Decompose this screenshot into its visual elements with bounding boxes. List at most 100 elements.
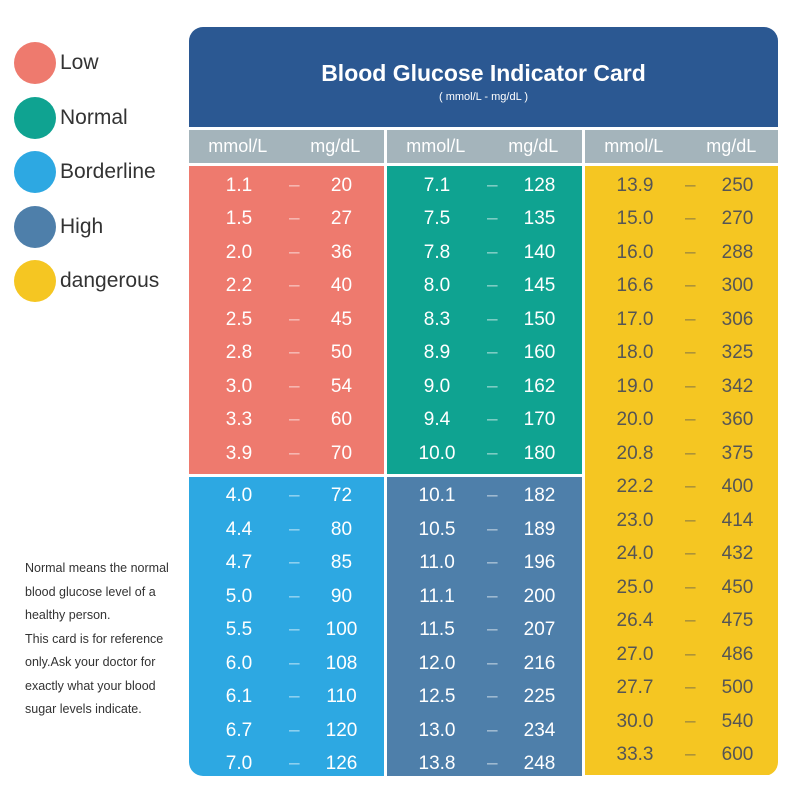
dash: – [685, 576, 696, 598]
legend: Low Normal Borderline High dangerous [14, 36, 159, 309]
mg-value: 182 [523, 485, 556, 507]
mmol-value: 9.4 [423, 409, 451, 431]
note-line: Normal means the normal blood glucose le… [25, 561, 169, 622]
dash: – [487, 342, 498, 364]
legend-item: High [14, 200, 159, 255]
table-row: 7.5 – 135 [387, 203, 582, 237]
dash: – [685, 308, 696, 330]
dash: – [487, 174, 498, 196]
dash: – [487, 552, 498, 574]
dash: – [487, 652, 498, 674]
mg-value: 135 [523, 208, 556, 230]
group-high: 10.1 – 182 10.5 – 189 11.0 – 196 11.1 – 200 11.5 – 207… [387, 476, 582, 776]
mg-value: 60 [330, 409, 353, 431]
note: Normal means the normal blood glucose le… [25, 557, 185, 722]
mmol-value: 5.5 [225, 619, 253, 641]
table-row: 8.3 – 150 [387, 303, 582, 337]
dash: – [487, 208, 498, 230]
table-row: 26.4 – 475 [585, 605, 778, 639]
table-row: 10.5 – 189 [387, 513, 582, 547]
mmol-value: 7.1 [423, 174, 451, 196]
group-normal: 7.1–128 7.5–135 7.8–140 8.0–145 8.3–150 8.9–1… [387, 166, 582, 474]
table-row: 17.0 – 306 [585, 303, 778, 337]
dash: – [289, 485, 300, 507]
mg-value: 50 [330, 342, 353, 364]
mg-value: 360 [721, 409, 754, 431]
table-row: 6.1 – 110 [189, 681, 384, 715]
legend-item: Low [14, 36, 159, 91]
table-row: 16.6 – 300 [585, 270, 778, 304]
mmol-value: 16.6 [616, 275, 654, 297]
mg-value: 150 [523, 308, 556, 330]
legend-item: Borderline [14, 145, 159, 200]
note-line: This card is for reference only.Ask your… [25, 631, 164, 717]
dash: – [289, 375, 300, 397]
dash: – [685, 342, 696, 364]
table-row: 5.0 – 90 [189, 580, 384, 614]
dash: – [685, 241, 696, 263]
mg-value: 432 [721, 543, 754, 565]
mg-value: 160 [523, 342, 556, 364]
table-row: 15.0 – 270 [585, 203, 778, 237]
mmol-value: 18.0 [616, 342, 654, 364]
mmol-value: 11.5 [419, 619, 455, 641]
legend-swatch [14, 260, 56, 303]
mg-value: 108 [325, 652, 358, 674]
table-column: mmol/L mg/dL 13.9 – 250 15.0 – 270 16.0 – 288 16.6 –… [585, 130, 778, 775]
table-row: 13.9 – 250 [585, 169, 778, 203]
mg-value: 500 [721, 677, 754, 699]
table-row: 23.0 – 414 [585, 504, 778, 538]
table-row: 2.0 – 36 [189, 236, 384, 270]
dash: – [289, 518, 300, 540]
dash: – [487, 585, 498, 607]
legend-label: Low [60, 51, 99, 75]
table-row: 30.0 – 540 [585, 705, 778, 739]
dash: – [487, 719, 498, 741]
mmol-value: 3.0 [225, 375, 253, 397]
group-dangerous: 13.9 – 250 15.0 – 270 16.0 – 288 16.6 – 300 17.0 – 306… [585, 166, 778, 775]
dash: – [685, 409, 696, 431]
legend-label: dangerous [60, 269, 160, 293]
dash: – [289, 308, 300, 330]
mg-value: 375 [721, 442, 754, 464]
dash: – [289, 409, 300, 431]
dash: – [487, 275, 498, 297]
mg-value: 414 [721, 509, 754, 531]
table-row: 7.0 – 126 [189, 748, 384, 777]
mg-value: 250 [721, 174, 754, 196]
mg-value: 486 [721, 643, 754, 665]
table-row: 27.0 – 486 [585, 638, 778, 672]
indicator-card: Blood Glucose Indicator Card ( mmol/L - … [189, 27, 778, 776]
table-row: 1.5 – 27 [189, 203, 384, 237]
mmol-value: 1.5 [225, 208, 253, 230]
mmol-value: 20.0 [616, 409, 654, 431]
mg-value: 54 [330, 375, 353, 397]
mg-value: 145 [523, 275, 556, 297]
dash: – [289, 619, 300, 641]
legend-swatch [14, 42, 56, 85]
column-header-mg: mg/dL [508, 136, 559, 156]
table-row: 12.5 – 225 [387, 681, 582, 715]
group-borderline: 4.0–72 4.4–80 4.7–85 5.0–90 5.5–100 6.0–108 6.… [189, 476, 384, 777]
dash: – [487, 409, 498, 431]
mmol-value: 33.3 [616, 744, 654, 766]
mmol-value: 4.0 [225, 485, 253, 507]
mg-value: 300 [721, 275, 754, 297]
mg-value: 189 [523, 518, 556, 540]
mg-value: 80 [330, 518, 353, 540]
mg-value: 450 [721, 576, 754, 598]
column-header-mg: mg/dL [310, 136, 361, 156]
column-header-mg: mg/dL [706, 136, 757, 156]
table-row: 33.3 – 600 [585, 739, 778, 773]
mmol-value: 25.0 [616, 576, 654, 598]
table-row: 22.2 – 400 [585, 471, 778, 505]
mg-value: 128 [523, 174, 556, 196]
mg-value: 325 [721, 342, 754, 364]
card-title: Blood Glucose Indicator Card [321, 60, 646, 86]
table-row: 6.0 – 108 [189, 647, 384, 681]
mmol-value: 7.0 [225, 753, 253, 775]
table-row: 2.5 – 45 [189, 303, 384, 337]
mg-value: 126 [325, 753, 358, 775]
table-row: 10.1 – 182 [387, 480, 582, 514]
column-header: mmol/L mg/dL [585, 130, 778, 163]
